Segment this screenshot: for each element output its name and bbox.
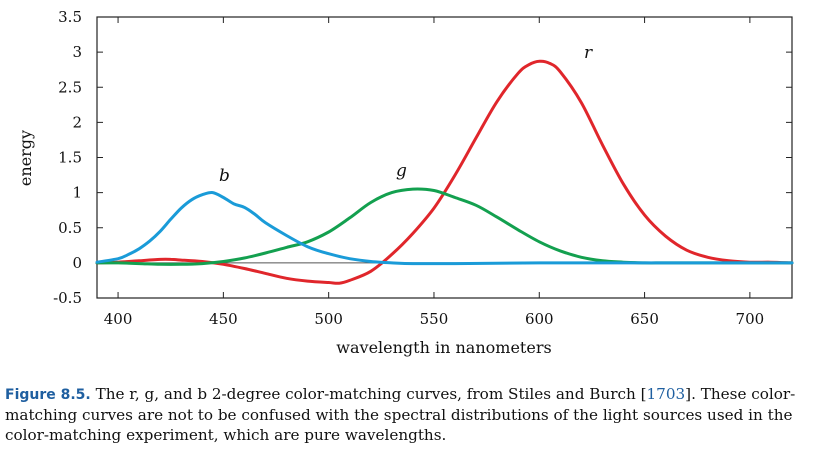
plot-frame [96,16,793,299]
x-tick-label: 500 [314,310,343,328]
caption-text-before-ref: The r, g, and b 2-degree color-matching … [95,385,647,403]
y-tick-label: 1 [72,184,82,202]
x-axis-title: wavelength in nanometers [336,338,551,357]
series-group [95,59,794,285]
y-tick-label: 2 [72,113,82,131]
caption-text-after-ref: ]. These color-matching curves are not t… [5,385,796,444]
series-line-b [95,191,794,266]
y-tick-label: 3 [72,43,82,61]
y-tick-label: 0.5 [58,219,82,237]
citation-link[interactable]: 1703 [646,385,686,403]
figure-label: Figure 8.5. [5,387,91,403]
x-tick-label: 600 [525,310,554,328]
y-tick-label: 3.5 [58,8,82,26]
series-line-g [95,187,794,266]
curve-label-g: g [396,161,407,181]
figure-caption: Figure 8.5. The r, g, and b 2-degree col… [5,384,833,445]
x-tick-label: 400 [104,310,133,328]
x-tick-label: 700 [736,310,765,328]
x-tick-label: 550 [420,310,449,328]
axis-ticks: 400 450 500 550 600 650 700 -0.5 0 0.5 1 1.5 2 2.5 3 3.… [53,8,792,328]
color-matching-chart: 400 450 500 550 600 650 700 -0.5 0 0.5 1 1.5 2 2.5 3 3.… [16,8,794,357]
curve-label-r: r [584,43,593,63]
y-tick-label: 1.5 [58,149,82,167]
x-tick-label: 650 [630,310,659,328]
x-tick-label: 450 [209,310,238,328]
y-tick-label: 0 [72,254,82,272]
series-line-r [95,59,794,285]
y-tick-label: -0.5 [53,289,82,307]
curve-label-b: b [219,166,230,186]
y-tick-label: 2.5 [58,78,82,96]
y-axis-title: energy [16,130,35,186]
